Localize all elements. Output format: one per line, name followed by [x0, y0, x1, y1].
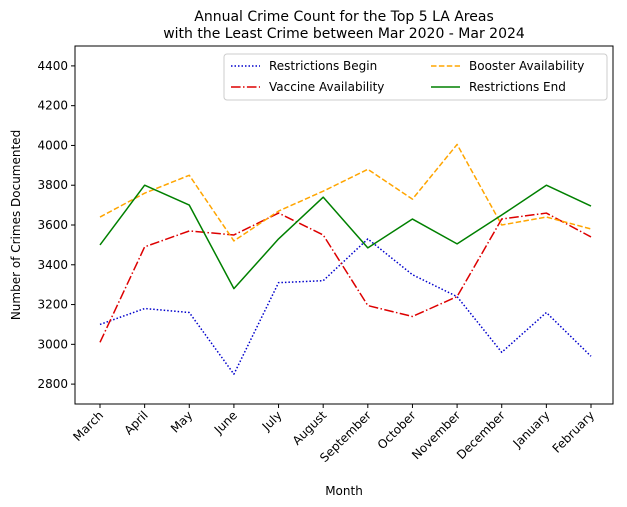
- chart-title-line: with the Least Crime between Mar 2020 - …: [163, 26, 525, 42]
- series-lines: [99, 143, 592, 375]
- x-tick-label: June: [211, 408, 240, 437]
- y-tick-label: 3600: [37, 218, 68, 232]
- series-line: [99, 184, 592, 290]
- x-tick-label: February: [550, 408, 598, 456]
- legend-entry-label: Restrictions End: [469, 80, 566, 94]
- legend-entry-label: Booster Availability: [469, 59, 584, 73]
- series-line: [99, 212, 592, 343]
- x-tick-label: April: [121, 408, 150, 437]
- chart-title: Annual Crime Count for the Top 5 LA Area…: [163, 9, 525, 42]
- x-axis-label: Month: [325, 484, 363, 498]
- y-tick-label: 4400: [37, 59, 68, 73]
- chart-title-line: Annual Crime Count for the Top 5 LA Area…: [194, 9, 493, 25]
- y-tick-label: 3200: [37, 298, 68, 312]
- legend-entry-label: Vaccine Availability: [269, 80, 384, 94]
- legend-entry-label: Restrictions Begin: [269, 59, 377, 73]
- x-tick-label: July: [259, 408, 285, 434]
- x-tick-label: December: [454, 408, 508, 462]
- y-tick-label: 4000: [37, 138, 68, 152]
- y-tick-label: 3800: [37, 178, 68, 192]
- legend: Restrictions Begin Vaccine Availability Bo…: [223, 53, 608, 101]
- y-axis: 2800 3000 3200 3400 3600 3800 4000 4200 4400: [37, 59, 75, 391]
- y-tick-label: 3000: [37, 337, 68, 351]
- x-tick-label: October: [375, 408, 419, 452]
- x-tick-label: May: [168, 408, 195, 435]
- y-tick-label: 4200: [37, 99, 68, 113]
- x-tick-label: March: [70, 408, 106, 444]
- series-line: [99, 143, 592, 242]
- x-tick-label: August: [290, 408, 330, 448]
- y-tick-label: 3400: [37, 258, 68, 272]
- y-axis-label: Number of Crimes Documented: [9, 130, 23, 320]
- x-tick-label: January: [510, 408, 553, 451]
- legend-box: [223, 53, 608, 101]
- y-tick-label: 2800: [37, 377, 68, 391]
- series-line: [99, 238, 592, 375]
